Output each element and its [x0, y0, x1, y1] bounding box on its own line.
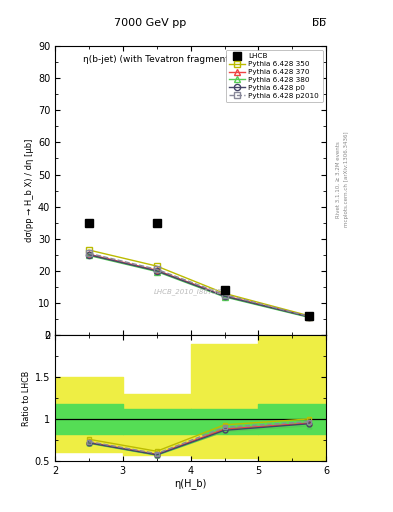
Pythia 6.428 370	[86, 251, 91, 257]
Pythia 6.428 380	[86, 252, 91, 259]
Line: Pythia 6.428 350: Pythia 6.428 350	[86, 247, 312, 319]
LHCB	[222, 287, 227, 293]
Pythia 6.428 370	[222, 292, 227, 298]
Pythia 6.428 350	[307, 313, 312, 319]
Text: LHCB_2010_I867355: LHCB_2010_I867355	[154, 288, 227, 295]
Line: LHCB: LHCB	[85, 219, 313, 320]
Line: Pythia 6.428 370: Pythia 6.428 370	[86, 251, 312, 320]
Text: Rivet 3.1.10, ≥ 3.2M events: Rivet 3.1.10, ≥ 3.2M events	[336, 141, 341, 218]
Y-axis label: dσ(pp → H_b X) / dη [μb]: dσ(pp → H_b X) / dη [μb]	[25, 139, 34, 242]
Pythia 6.428 380	[222, 294, 227, 300]
Pythia 6.428 350	[154, 263, 159, 269]
Pythia 6.428 p2010	[307, 313, 312, 319]
Pythia 6.428 350	[222, 290, 227, 296]
Pythia 6.428 p0	[307, 314, 312, 320]
Pythia 6.428 p0	[86, 252, 91, 258]
Pythia 6.428 p0	[154, 268, 159, 274]
Pythia 6.428 380	[307, 314, 312, 321]
Pythia 6.428 370	[154, 267, 159, 273]
Text: 7000 GeV pp: 7000 GeV pp	[114, 18, 186, 28]
LHCB	[86, 220, 91, 226]
Text: mcplots.cern.ch [arXiv:1306.3436]: mcplots.cern.ch [arXiv:1306.3436]	[344, 132, 349, 227]
Text: η(b-jet) (with Tevatron fragmentation fractions): η(b-jet) (with Tevatron fragmentation fr…	[83, 55, 298, 64]
X-axis label: η(H_b): η(H_b)	[174, 478, 207, 489]
Text: b̅b̅: b̅b̅	[312, 18, 326, 28]
Line: Pythia 6.428 p0: Pythia 6.428 p0	[86, 252, 312, 320]
Y-axis label: Ratio to LHCB: Ratio to LHCB	[22, 370, 31, 425]
LHCB	[307, 313, 312, 319]
Pythia 6.428 p2010	[222, 292, 227, 298]
Pythia 6.428 380	[154, 268, 159, 274]
Pythia 6.428 p0	[222, 293, 227, 300]
Pythia 6.428 370	[307, 314, 312, 320]
Pythia 6.428 p2010	[154, 266, 159, 272]
Line: Pythia 6.428 380: Pythia 6.428 380	[86, 252, 312, 321]
Legend: LHCB, Pythia 6.428 350, Pythia 6.428 370, Pythia 6.428 380, Pythia 6.428 p0, Pyt: LHCB, Pythia 6.428 350, Pythia 6.428 370…	[226, 50, 323, 102]
Pythia 6.428 350	[86, 247, 91, 253]
Line: Pythia 6.428 p2010: Pythia 6.428 p2010	[86, 250, 312, 319]
LHCB	[154, 220, 159, 226]
Pythia 6.428 p2010	[86, 250, 91, 257]
